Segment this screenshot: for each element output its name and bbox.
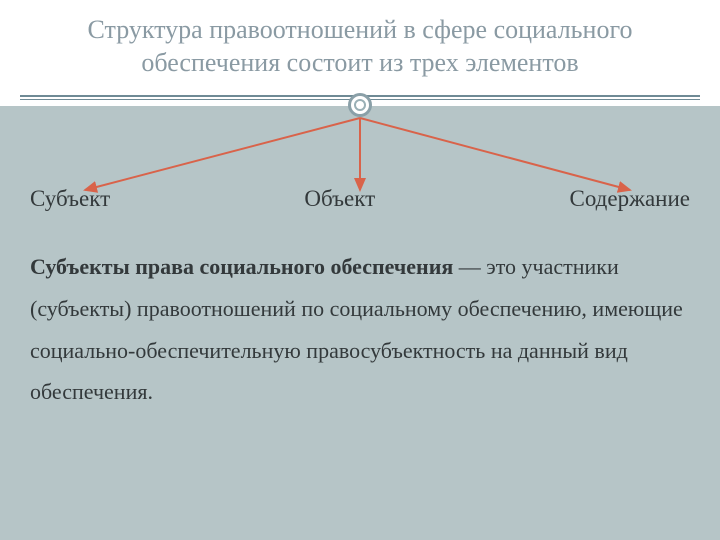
slide-title: Структура правоотношений в сфере социаль… [20,14,700,79]
circle-ornament-icon [348,93,372,117]
body-text: Субъекты права социального обеспечения —… [30,246,690,413]
label-object: Объект [304,186,375,212]
circle-inner-icon [354,99,366,111]
title-area: Структура правоотношений в сфере социаль… [0,0,720,89]
body-bold: Субъекты права социального обеспечения [30,254,453,279]
label-content: Содержание [569,186,690,212]
label-subject: Субъект [30,186,110,212]
slide: Структура правоотношений в сфере социаль… [0,0,720,540]
title-line-2: обеспечения состоит из трех элементов [141,48,578,77]
title-line-1: Структура правоотношений в сфере социаль… [88,15,633,44]
labels-row: Субъект Объект Содержание [0,186,720,212]
